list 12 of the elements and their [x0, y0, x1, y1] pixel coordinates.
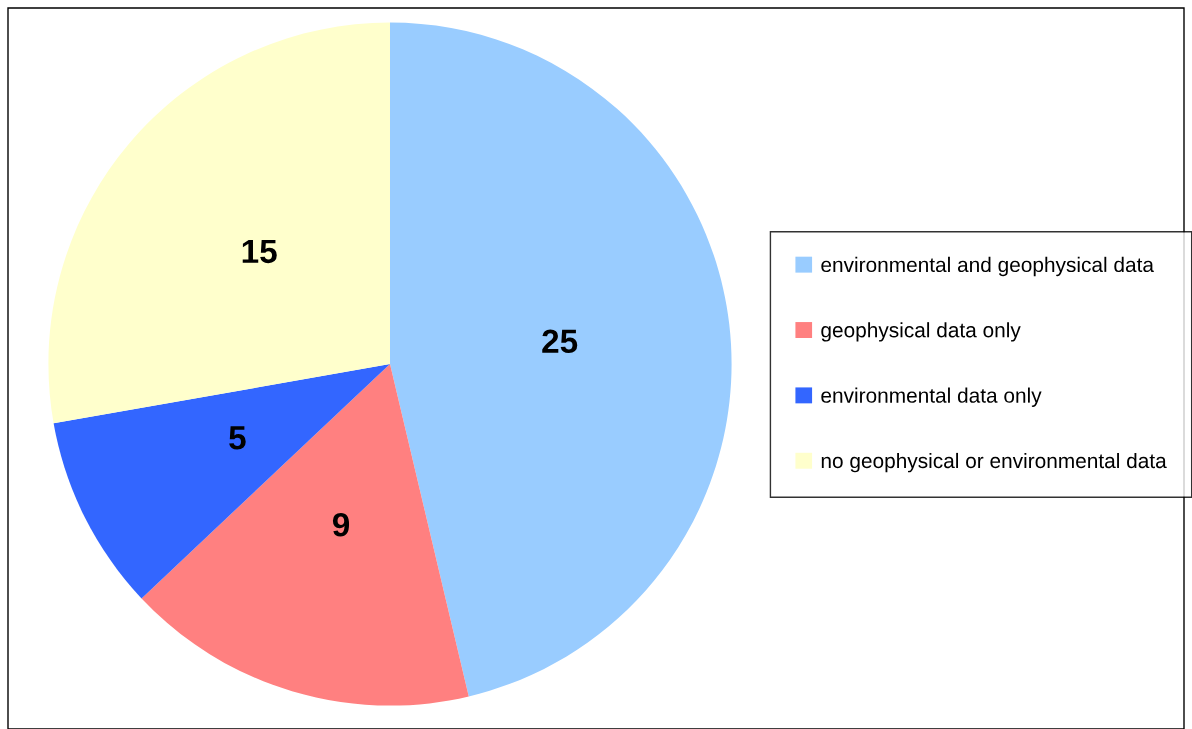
pie-slice	[48, 22, 390, 424]
legend-label: geophysical data only	[821, 322, 1021, 342]
data-label: 5	[229, 426, 246, 450]
pie-slice	[390, 22, 732, 697]
data-label: 15	[242, 239, 277, 264]
pie-slice	[141, 364, 469, 706]
data-label: 9	[332, 512, 350, 537]
legend-label: environmental and geophysical data	[821, 256, 1154, 277]
data-label: 25	[542, 329, 578, 354]
pie-slice	[53, 364, 390, 599]
legend-label: environmental data only	[821, 387, 1042, 407]
legend-label: no geophysical or environmental data	[821, 452, 1167, 473]
